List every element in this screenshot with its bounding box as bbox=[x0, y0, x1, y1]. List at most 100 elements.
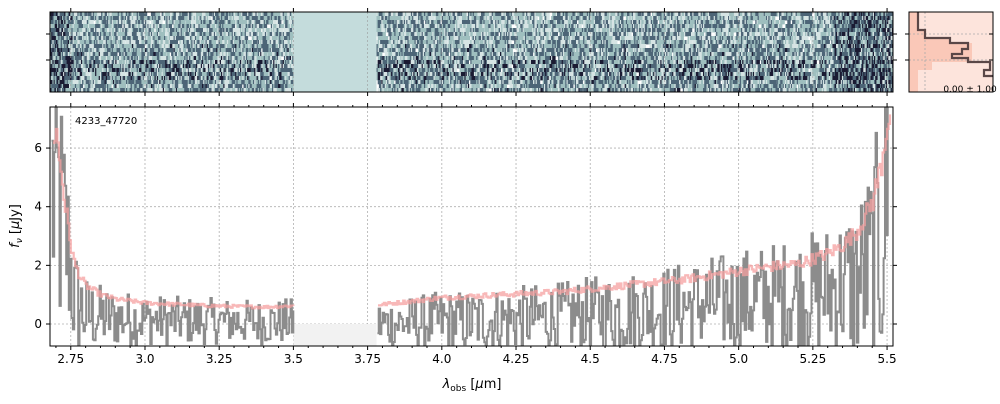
spectrum-2d-pixel bbox=[269, 32, 274, 37]
spectrum-2d-pixel bbox=[514, 44, 518, 49]
spectrum-2d-pixel bbox=[210, 44, 214, 49]
spectrum-2d-pixel bbox=[431, 24, 435, 29]
spectrum-2d-pixel bbox=[510, 20, 515, 25]
spectrum-2d-pixel bbox=[663, 40, 668, 45]
spectrum-2d-pixel bbox=[750, 48, 754, 53]
spectrum-2d-pixel bbox=[687, 44, 691, 49]
spectrum-2d-pixel bbox=[95, 24, 99, 29]
spectrum-2d-pixel bbox=[397, 28, 402, 33]
spectrum-2d-pixel bbox=[97, 12, 101, 17]
spectrum-2d-pixel bbox=[105, 36, 110, 41]
spectrum-2d-pixel bbox=[572, 32, 576, 37]
spectrum-2d-pixel bbox=[196, 48, 200, 53]
spectrum-2d-pixel bbox=[692, 16, 696, 21]
spectrum-2d-pixel bbox=[763, 16, 767, 21]
spectrum-2d-pixel bbox=[235, 16, 239, 21]
spectrum-2d-pixel bbox=[815, 32, 820, 37]
spectrum-2d-pixel bbox=[642, 48, 646, 53]
spectrum-2d-pixel bbox=[497, 48, 501, 53]
spectrum-2d-pixel bbox=[508, 20, 512, 25]
spectrum-2d-pixel bbox=[608, 40, 612, 45]
spectrum-2d-pixel bbox=[643, 32, 648, 37]
spectrum-2d-pixel bbox=[691, 32, 695, 37]
spectrum-2d-pixel bbox=[181, 20, 186, 25]
spectrum-2d-pixel bbox=[804, 24, 808, 29]
spectrum-2d-pixel bbox=[774, 32, 778, 37]
spectrum-2d-pixel bbox=[787, 32, 791, 37]
spectrum-2d-pixel bbox=[623, 20, 627, 25]
spectrum-2d-pixel bbox=[617, 16, 621, 21]
spectrum-2d-pixel bbox=[770, 28, 775, 33]
spectrum-2d-pixel bbox=[674, 12, 678, 17]
spectrum-2d-pixel bbox=[743, 32, 747, 37]
spectrum-2d-pixel bbox=[755, 24, 759, 29]
spectrum-2d-pixel bbox=[552, 12, 556, 17]
spectrum-2d-pixel bbox=[249, 44, 253, 49]
spectrum-2d-pixel bbox=[177, 28, 181, 33]
spectrum-2d-pixel bbox=[427, 32, 431, 37]
spectrum-2d-pixel bbox=[415, 28, 420, 33]
spectrum-2d-pixel bbox=[492, 20, 497, 25]
spectrum-2d-pixel bbox=[769, 48, 773, 53]
spectrum-2d-pixel bbox=[583, 20, 587, 25]
spectrum-2d-pixel bbox=[625, 48, 630, 53]
spectrum-2d-pixel bbox=[768, 24, 772, 29]
spectrum-2d-pixel bbox=[891, 44, 893, 49]
spectrum-2d-pixel bbox=[801, 36, 805, 41]
spectrum-2d-pixel bbox=[692, 40, 696, 45]
spectrum-2d-pixel bbox=[272, 36, 276, 41]
spectrum-2d-pixel bbox=[80, 32, 85, 37]
spectrum-2d-pixel bbox=[824, 28, 828, 33]
spectrum-2d-pixel bbox=[235, 12, 239, 17]
spectrum-2d-pixel bbox=[605, 44, 610, 49]
spectrum-2d-pixel bbox=[811, 36, 815, 41]
spectrum-2d-pixel bbox=[199, 12, 203, 17]
spectrum-2d-pixel bbox=[564, 20, 568, 25]
spectrum-2d-pixel bbox=[463, 24, 467, 29]
spectrum-2d-pixel bbox=[788, 16, 792, 21]
spectrum-2d-pixel bbox=[141, 44, 145, 49]
spectrum-2d-pixel bbox=[758, 44, 763, 49]
spectrum-2d-pixel bbox=[836, 24, 840, 29]
spectrum-2d-pixel bbox=[798, 44, 802, 49]
spectrum-2d-pixel bbox=[719, 48, 724, 53]
spectrum-2d-pixel bbox=[472, 32, 477, 37]
spectrum-2d-pixel bbox=[722, 24, 726, 29]
spectrum-2d-pixel bbox=[657, 48, 662, 53]
spectrum-2d-pixel bbox=[790, 48, 795, 53]
spectrum-2d-pixel bbox=[817, 36, 821, 41]
spectrum-2d-pixel bbox=[628, 44, 632, 49]
spectrum-2d-pixel bbox=[397, 12, 402, 17]
spectrum-2d-pixel bbox=[701, 36, 706, 41]
spectrum-2d-pixel bbox=[148, 36, 152, 41]
spectrum-2d-pixel bbox=[609, 36, 613, 41]
spectrum-2d-pixel bbox=[760, 16, 764, 21]
spectrum-2d-pixel bbox=[199, 24, 203, 29]
spectrum-2d-pixel bbox=[384, 20, 389, 25]
spectrum-2d-pixel bbox=[424, 28, 428, 33]
spectrum-2d-pixel bbox=[612, 28, 617, 33]
spectrum-2d-pixel bbox=[879, 36, 884, 41]
spectrum-2d-pixel bbox=[180, 48, 184, 53]
spectrum-2d-pixel bbox=[576, 16, 580, 21]
spectrum-2d-pixel bbox=[502, 36, 506, 41]
spectrum-2d-pixel bbox=[735, 12, 739, 17]
spectrum-2d-pixel bbox=[656, 24, 661, 29]
spectrum-2d-pixel bbox=[891, 16, 893, 21]
spectrum-2d-pixel bbox=[187, 36, 192, 41]
spectrum-2d-pixel bbox=[659, 12, 663, 17]
spectrum-2d-pixel bbox=[583, 12, 587, 17]
spectrum-2d-pixel bbox=[548, 36, 553, 41]
spectrum-2d-pixel bbox=[438, 16, 442, 21]
spectrum-2d-pixel bbox=[456, 36, 460, 41]
spectrum-2d-pixel bbox=[489, 40, 493, 45]
spectrum-2d-pixel bbox=[893, 36, 896, 40]
spectrum-2d-pixel bbox=[288, 20, 293, 25]
spectrum-2d-pixel bbox=[432, 12, 436, 17]
spectrum-2d-pixel bbox=[204, 36, 208, 41]
spectrum-2d-pixel bbox=[578, 24, 582, 29]
spectrum-2d-pixel bbox=[481, 12, 485, 17]
spectrum-2d-pixel bbox=[638, 16, 643, 21]
spectrum-2d-pixel bbox=[291, 16, 295, 21]
spectrum-2d-pixel bbox=[597, 48, 601, 53]
